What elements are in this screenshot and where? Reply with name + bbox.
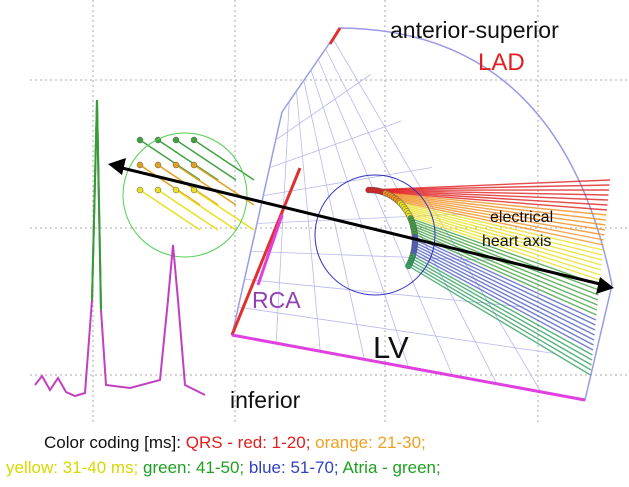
atria-dot (173, 137, 179, 143)
atria-ray (194, 140, 254, 180)
atria-dot (173, 162, 179, 168)
figure: anterior-superior LAD electrical heart a… (0, 0, 629, 487)
atria-dot (191, 187, 197, 193)
atria-dot (191, 162, 197, 168)
atria-dot (173, 187, 179, 193)
atria-dot (155, 187, 161, 193)
legend-entry: QRS - red: 1-20; (181, 433, 310, 452)
label-lad: LAD (478, 49, 525, 76)
legend-entry: Atria - green; (339, 458, 441, 477)
ray (369, 180, 610, 190)
atria-dot (155, 162, 161, 168)
ray (408, 266, 590, 375)
label-axis: electrical (490, 209, 553, 226)
label-bottom: inferior (230, 387, 301, 413)
legend-line: Color coding [ms]: QRS - red: 1-20; oran… (44, 433, 426, 452)
legend-entry: yellow: 31-40 ms; (6, 458, 138, 477)
atria-dot (191, 137, 197, 143)
legend-entry: green: 41-50; (138, 458, 244, 477)
legend-entry: Color coding [ms]: (44, 433, 181, 452)
atria-dot (137, 187, 143, 193)
atria-dot (137, 137, 143, 143)
ray (412, 259, 592, 360)
atria-ray (176, 190, 236, 230)
atria-ray (158, 190, 218, 230)
legend-entry: orange: 21-30; (310, 433, 425, 452)
atria-ray (176, 140, 236, 180)
ray-dot (405, 263, 411, 269)
atria-ray (158, 140, 218, 180)
label-axis: heart axis (482, 233, 551, 250)
label-top: anterior-superior (390, 17, 559, 43)
label-lv: LV (373, 330, 409, 365)
atria-dot (137, 162, 143, 168)
legend-entry: blue: 51-70; (244, 458, 339, 477)
atria-ray (140, 190, 200, 230)
legend-line: yellow: 31-40 ms; green: 41-50; blue: 51… (6, 458, 441, 477)
ray (371, 185, 609, 190)
label-rca: RCA (252, 287, 301, 313)
atria-ray (176, 165, 236, 205)
ecg-trace (35, 100, 205, 396)
